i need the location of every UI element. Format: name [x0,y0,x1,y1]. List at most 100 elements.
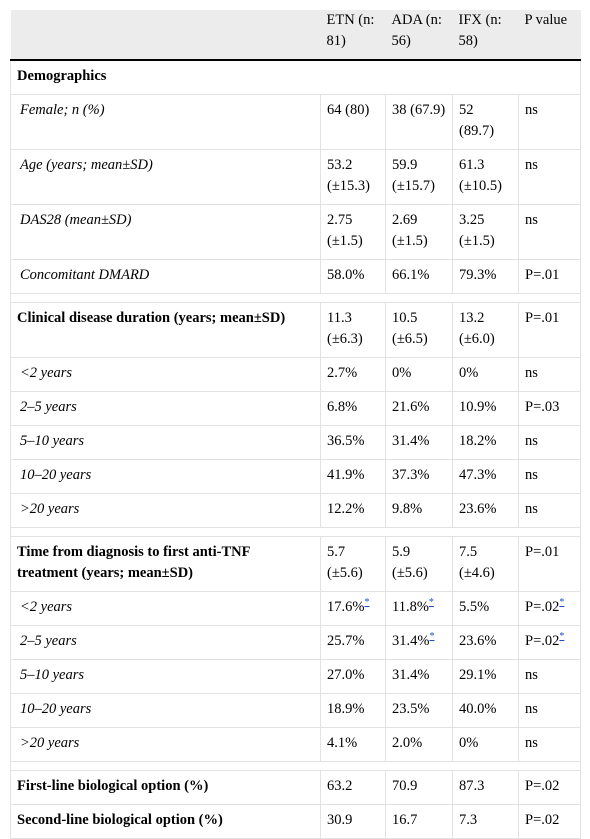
header-row: ETN (n: 81) ADA (n: 56) IFX (n: 58) P value [10,10,581,61]
row-value: 21.6% [385,391,453,426]
header-cell [10,10,321,61]
footnote-link[interactable]: * [429,631,435,643]
row-value: 2.75 (±1.5) [320,204,386,260]
data-row: 10–20 years 41.9% 37.3% 47.3% ns [10,459,581,494]
row-value: 2.0% [385,727,453,762]
row-value: ns [518,204,581,260]
row-value: 38 (67.9) [385,94,453,150]
data-row: 10–20 years 18.9% 23.5% 40.0% ns [10,693,581,728]
row-value: 58.0% [320,259,386,294]
section-value: 30.9 [320,804,386,839]
row-value: 2.69 (±1.5) [385,204,453,260]
data-row: Age (years; mean±SD) 53.2 (±15.3) 59.9 (±1… [10,149,581,205]
section-value: P=.01 [518,302,581,358]
row-label: DAS28 (mean±SD) [10,204,321,260]
spacer-row [10,293,581,303]
row-value: ns [518,94,581,150]
spacer-cell [10,293,581,303]
spacer-cell [10,527,581,537]
header-cell: ETN (n: 81) [320,10,386,61]
data-row: DAS28 (mean±SD) 2.75 (±1.5) 2.69 (±1.5) 3.2… [10,204,581,260]
spacer-row [10,527,581,537]
section-row: Clinical disease duration (years; mean±S… [10,302,581,358]
row-label: Age (years; mean±SD) [10,149,321,205]
data-row: >20 years 4.1% 2.0% 0% ns [10,727,581,762]
row-value: 11.8%* [385,591,453,626]
cell-text: P=.02 [525,633,560,649]
section-value: P=.02 [518,770,581,805]
row-value: 17.6%* [320,591,386,626]
row-value: 36.5% [320,425,386,460]
row-label: 10–20 years [10,459,321,494]
data-row: Concomitant DMARD 58.0% 66.1% 79.3% P=.01 [10,259,581,294]
data-row: 5–10 years 27.0% 31.4% 29.1% ns [10,659,581,694]
footnote-link[interactable]: * [428,597,434,609]
section-label: Demographics [10,59,581,95]
cell-text: 17.6% [327,599,365,615]
row-label: <2 years [10,591,321,626]
footnote-link[interactable]: * [559,631,565,643]
row-label: Female; n (%) [10,94,321,150]
row-value: ns [518,693,581,728]
row-label: <2 years [10,357,321,392]
cell-text: 31.4% [392,633,430,649]
row-value: 10.9% [452,391,519,426]
row-value: 27.0% [320,659,386,694]
row-value: P=.03 [518,391,581,426]
row-value: 66.1% [385,259,453,294]
header-cell: P value [518,10,581,61]
data-row: <2 years 17.6%* 11.8%* 5.5% P=.02* [10,591,581,626]
row-value: 64 (80) [320,94,386,150]
row-value: ns [518,425,581,460]
header-cell: ADA (n: 56) [385,10,453,61]
row-value: 5.5% [452,591,519,626]
row-value: 40.0% [452,693,519,728]
row-value: 52 (89.7) [452,94,519,150]
row-value: 31.4% [385,659,453,694]
section-row: First-line biological option (%) 63.2 70.9… [10,770,581,805]
row-value: 18.2% [452,425,519,460]
row-value: 29.1% [452,659,519,694]
row-value: 12.2% [320,493,386,528]
footnote-link[interactable]: * [559,597,565,609]
row-label: Concomitant DMARD [10,259,321,294]
row-value: P=.01 [518,259,581,294]
section-value: 13.2 (±6.0) [452,302,519,358]
row-value: 53.2 (±15.3) [320,149,386,205]
row-value: 79.3% [452,259,519,294]
row-label: 5–10 years [10,659,321,694]
row-value: 47.3% [452,459,519,494]
data-table: ETN (n: 81) ADA (n: 56) IFX (n: 58) P value… [10,10,581,839]
spacer-cell [10,761,581,771]
section-value: 16.7 [385,804,453,839]
row-value: 0% [452,357,519,392]
cell-text: 11.8% [392,599,429,615]
row-value: 37.3% [385,459,453,494]
section-value: 63.2 [320,770,386,805]
section-value: P=.01 [518,536,581,592]
section-row: Second-line biological option (%) 30.9 16.… [10,804,581,839]
row-value: P=.02* [518,591,581,626]
row-label: 10–20 years [10,693,321,728]
data-row: <2 years 2.7% 0% 0% ns [10,357,581,392]
section-value: 10.5 (±6.5) [385,302,453,358]
row-value: 61.3 (±10.5) [452,149,519,205]
row-value: 23.6% [452,625,519,660]
row-value: 23.5% [385,693,453,728]
row-value: 3.25 (±1.5) [452,204,519,260]
header-cell: IFX (n: 58) [452,10,519,61]
section-value: 7.5 (±4.6) [452,536,519,592]
footnote-link[interactable]: * [364,597,370,609]
row-value: 23.6% [452,493,519,528]
spacer-row [10,761,581,771]
row-value: ns [518,659,581,694]
section-label: Second-line biological option (%) [10,804,321,839]
row-value: 0% [385,357,453,392]
section-value: 7.3 [452,804,519,839]
row-value: 18.9% [320,693,386,728]
data-row: 5–10 years 36.5% 31.4% 18.2% ns [10,425,581,460]
row-value: ns [518,357,581,392]
row-value: ns [518,149,581,205]
row-value: 31.4%* [385,625,453,660]
